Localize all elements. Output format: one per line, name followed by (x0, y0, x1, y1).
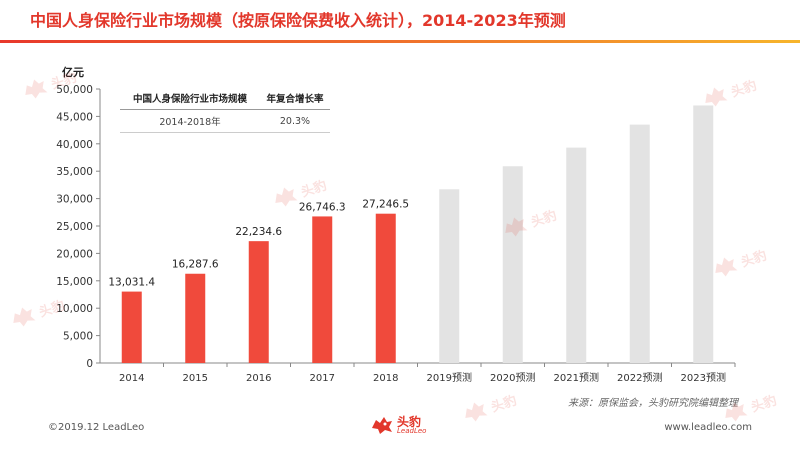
bar-2016 (248, 241, 269, 363)
leadleo-logo: 头豹 LeadLeo (370, 414, 426, 436)
cagr-table-row: 2014-2018年 20.3% (120, 109, 330, 133)
cagr-table-header-market: 中国人身保险行业市场规模 (120, 88, 260, 110)
cagr-table-period: 2014-2018年 (120, 109, 260, 133)
x-tick-label: 2018 (373, 373, 398, 384)
bar-2022预测 (629, 124, 650, 364)
x-tick-label: 2023预测 (681, 371, 726, 384)
page-title: 中国人身保险行业市场规模（按原保险保费收入统计），2014-2023年预测 (30, 11, 566, 30)
x-tick-label: 2021预测 (554, 371, 599, 384)
x-tick-label: 2022预测 (617, 371, 662, 384)
data-label: 22,234.6 (235, 226, 282, 238)
y-tick-label: 25,000 (56, 221, 93, 233)
x-tick-label: 2015 (183, 373, 208, 384)
bar-2020预测 (502, 166, 523, 363)
logo-cn-text: 头豹 (397, 414, 422, 429)
source-note: 来源：原保监会，头豹研究院编辑整理 (568, 398, 738, 409)
y-axis-unit: 亿元 (62, 66, 84, 79)
bar-2014 (121, 291, 142, 363)
y-tick-label: 15,000 (56, 276, 93, 288)
data-label: 27,246.5 (362, 199, 409, 211)
data-label: 16,287.6 (172, 259, 219, 271)
y-tick-label: 5,000 (63, 331, 93, 343)
y-tick-label: 0 (86, 358, 93, 370)
cagr-table-header-cagr: 年复合增长率 (259, 88, 330, 110)
bar-2019预测 (439, 189, 460, 363)
title-divider (0, 40, 800, 43)
leopard-logo-icon (372, 417, 392, 434)
y-tick-label: 35,000 (56, 166, 93, 178)
x-tick-label: 2017 (310, 373, 335, 384)
data-label: 26,746.3 (299, 201, 346, 213)
bar-2023预测 (693, 105, 714, 363)
y-tick-label: 50,000 (56, 84, 93, 96)
copyright-text: ©2019.12 LeadLeo (48, 422, 145, 433)
x-tick-label: 2020预测 (490, 371, 535, 384)
bar-2015 (185, 273, 206, 363)
bar-2021预测 (566, 147, 587, 363)
x-tick-label: 2014 (119, 373, 144, 384)
data-label: 13,031.4 (108, 277, 155, 289)
y-tick-label: 20,000 (56, 248, 93, 260)
cagr-table-header: 中国人身保险行业市场规模 年复合增长率 (120, 88, 330, 110)
x-tick-label: 2016 (246, 373, 271, 384)
y-tick-label: 30,000 (56, 194, 93, 206)
x-tick-label: 2019预测 (427, 371, 472, 384)
bar-2018 (375, 213, 396, 363)
y-tick-label: 10,000 (56, 303, 93, 315)
y-tick-label: 45,000 (56, 111, 93, 123)
y-tick-label: 40,000 (56, 139, 93, 151)
logo-en-text: LeadLeo (397, 426, 427, 435)
website-text: www.leadleo.com (664, 422, 752, 433)
cagr-table-rate: 20.3% (259, 109, 330, 133)
bar-2017 (312, 216, 333, 363)
cagr-table: 中国人身保险行业市场规模 年复合增长率 2014-2018年 20.3% (120, 88, 330, 133)
